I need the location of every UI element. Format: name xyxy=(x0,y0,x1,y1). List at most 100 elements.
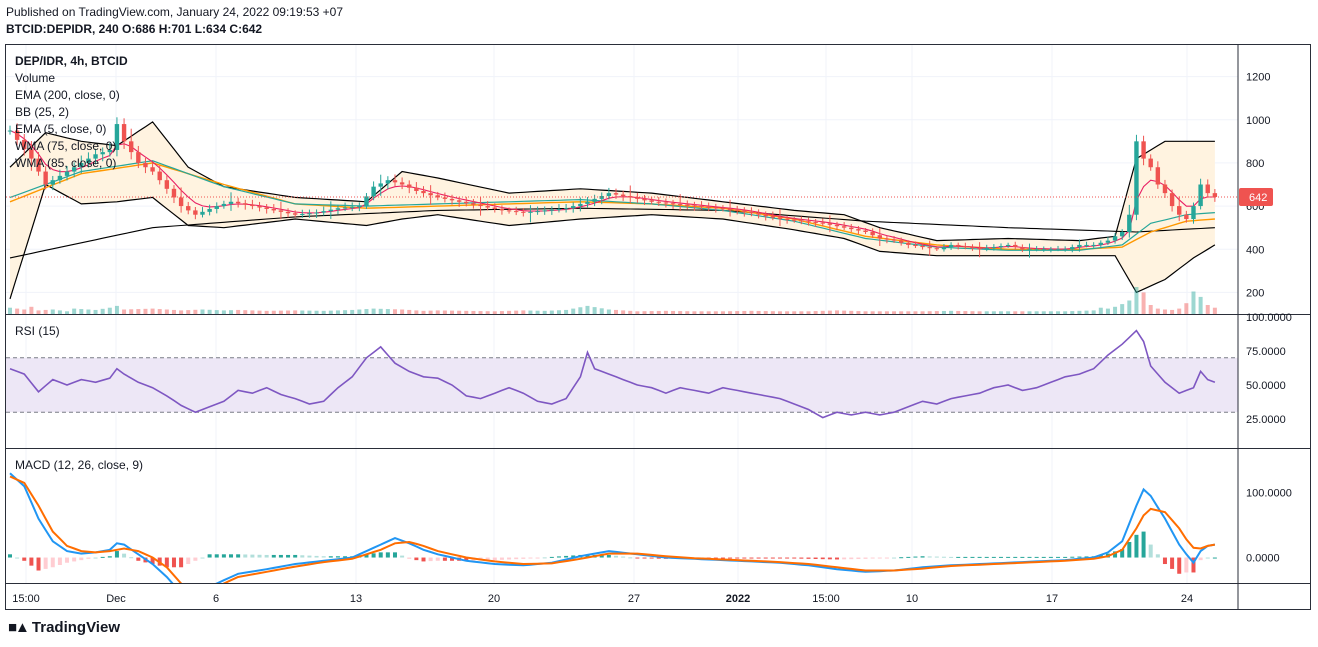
volume-bar xyxy=(1148,305,1153,314)
macd-histogram-bar xyxy=(1063,556,1068,558)
macd-histogram-bar xyxy=(1056,556,1061,558)
chart-canvas[interactable]: 20040060080010001200642100.000075.000050… xyxy=(6,45,1310,609)
volume-bar xyxy=(300,310,305,314)
candle-body xyxy=(706,206,711,208)
price-axis[interactable]: 20040060080010001200642100.000075.000050… xyxy=(1239,72,1292,565)
macd-histogram-bar xyxy=(970,556,975,558)
volume-bar xyxy=(1048,311,1053,314)
macd-histogram-bar xyxy=(806,557,811,559)
macd-histogram-bar xyxy=(813,557,818,559)
volume-bar xyxy=(29,306,34,314)
candle-body xyxy=(442,197,448,199)
volume-bar xyxy=(343,310,348,314)
candle-body xyxy=(585,201,590,204)
macd-histogram-bar xyxy=(1155,554,1160,558)
candle-body xyxy=(407,184,412,188)
macd-histogram-bar xyxy=(1098,554,1103,558)
volume-bar xyxy=(1013,311,1018,314)
candle-body xyxy=(22,139,27,150)
volume-bar xyxy=(592,307,597,314)
macd-histogram-bar xyxy=(179,557,184,568)
macd-histogram-bar xyxy=(335,556,340,558)
candle-body xyxy=(499,208,505,211)
candle-body xyxy=(941,247,947,250)
macd-histogram-bar xyxy=(100,556,105,558)
macd-histogram-bar xyxy=(599,554,604,558)
volume-bar xyxy=(963,311,968,314)
volume-bar xyxy=(663,310,668,314)
macd-histogram-bar xyxy=(877,557,882,559)
macd-histogram-bar xyxy=(856,557,861,559)
candle-body xyxy=(849,227,854,230)
macd-histogram-bar xyxy=(221,554,226,558)
tradingview-logo[interactable]: ■▲ TradingView xyxy=(8,619,120,636)
volume-bar xyxy=(286,310,291,314)
volume-bar xyxy=(671,310,676,314)
macd-histogram-bar xyxy=(842,557,847,560)
candle-body xyxy=(535,211,540,213)
macd-histogram-bar xyxy=(1170,557,1175,569)
candle-body xyxy=(834,224,840,227)
volume-bar xyxy=(521,310,526,314)
candle-body xyxy=(43,171,48,185)
candle-body xyxy=(271,208,276,211)
volume-bar xyxy=(114,305,119,314)
macd-histogram-bar xyxy=(364,554,369,558)
volume-bar xyxy=(371,308,376,314)
time-tick-label: 24 xyxy=(1181,593,1193,605)
volume-bar xyxy=(307,310,312,314)
candle-body xyxy=(1127,214,1132,232)
macd-histogram-bar xyxy=(820,557,825,560)
macd-histogram-bar xyxy=(421,557,426,562)
macd-histogram-bar xyxy=(193,557,198,561)
macd-histogram-bar xyxy=(742,557,747,559)
candle-body xyxy=(1141,141,1146,159)
indicator-legends: DEP/IDR, 4h, BTCID Volume EMA (200, close,… xyxy=(15,54,143,472)
candle-body xyxy=(513,211,519,213)
macd-histogram-bar xyxy=(243,554,248,558)
macd-histogram-bar xyxy=(649,557,654,559)
volume-bar xyxy=(713,311,718,314)
volume-bar xyxy=(36,310,41,314)
macd-histogram-bar xyxy=(1212,557,1217,559)
chart-container[interactable]: 200 400 600 800 1000 1200 642 100.0000 75.0000 50… xyxy=(5,44,1311,610)
candle-body xyxy=(620,194,626,197)
volume-bar xyxy=(186,310,191,314)
volume-bar xyxy=(1184,303,1189,314)
candle-body xyxy=(143,162,148,168)
volume-bar xyxy=(635,311,640,314)
volume-bar xyxy=(485,311,490,314)
macd-histogram-bar xyxy=(920,556,925,558)
macd-histogram-bar xyxy=(770,557,775,559)
macd-histogram-bar xyxy=(1198,557,1203,561)
volume-bar xyxy=(392,309,397,314)
volume-bar xyxy=(956,310,961,314)
macd-histogram-bar xyxy=(435,557,440,561)
volume-bar xyxy=(970,311,975,314)
candle-body xyxy=(927,247,932,249)
price-tick-label: 1000 xyxy=(1246,115,1270,127)
volume-bar xyxy=(941,310,946,314)
volume-bar xyxy=(514,310,519,314)
candle-body xyxy=(1184,214,1189,220)
macd-histogram-bar xyxy=(107,556,112,558)
candle-body xyxy=(1169,193,1175,207)
tradingview-brand-text: TradingView xyxy=(31,619,120,636)
volume-bar xyxy=(984,311,989,314)
candle-body xyxy=(863,230,868,232)
volume-bar xyxy=(1027,311,1032,314)
volume-bar xyxy=(507,310,512,314)
macd-histogram-bar xyxy=(934,556,939,558)
volume-bar xyxy=(1091,310,1096,314)
macd-histogram-bar xyxy=(585,554,590,558)
volume-bar xyxy=(906,311,911,314)
macd-histogram-bar xyxy=(314,555,319,558)
candle-body xyxy=(1098,242,1103,245)
volume-bar xyxy=(1084,310,1089,314)
volume-bar xyxy=(556,310,561,314)
volume-bar xyxy=(207,309,212,314)
volume-bar xyxy=(777,311,782,314)
macd-histogram-bar xyxy=(150,557,155,565)
time-axis[interactable]: 15:00 Dec 6 13 20 27 2022 15:00 10 17 24 xyxy=(12,593,1193,605)
volume-bar xyxy=(692,311,697,314)
